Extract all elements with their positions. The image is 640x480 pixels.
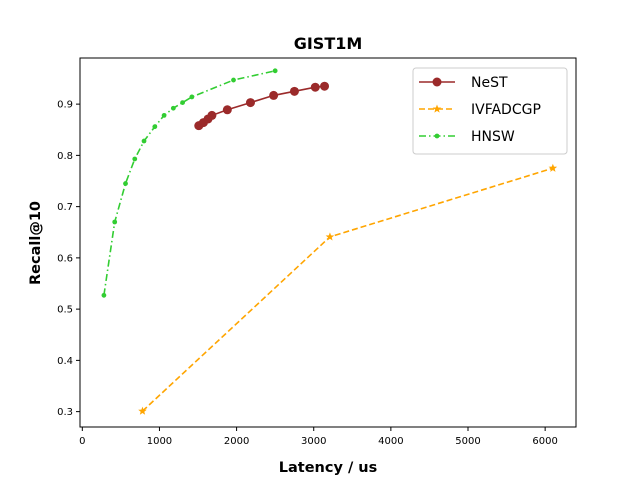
x-tick-label: 2000: [224, 436, 249, 447]
data-point-nest: [289, 86, 299, 96]
data-point-hnsw: [189, 94, 195, 100]
series-line-hnsw: [103, 70, 276, 296]
data-point-hnsw: [152, 124, 158, 130]
data-point-ivfadcgp: [325, 232, 335, 241]
legend-marker-hnsw: [434, 133, 440, 139]
series-nest: [194, 81, 330, 131]
legend: NeST IVFADCGP HNSW: [412, 67, 568, 155]
series-line-nest: [198, 85, 325, 127]
data-point-nest: [310, 82, 320, 92]
legend-marker-ivfadcgp: [432, 104, 442, 113]
data-point-hnsw: [132, 156, 138, 162]
y-tick-label: 0.8: [57, 151, 73, 162]
data-point-nest: [222, 105, 232, 115]
series-line-ivfadcgp: [141, 167, 554, 412]
data-point-hnsw: [180, 100, 185, 105]
series-hnsw: [101, 68, 278, 298]
data-point-hnsw: [231, 77, 236, 83]
x-tick-label: 1000: [147, 436, 172, 447]
plot-frame: [79, 57, 577, 428]
data-point-hnsw: [123, 181, 128, 186]
x-tick-label: 4000: [378, 436, 403, 447]
data-point-nest: [269, 90, 279, 100]
data-point-hnsw: [141, 138, 147, 144]
data-point-nest: [207, 110, 217, 120]
x-axis: 0 1000 2000 3000 4000 5000 6000: [79, 427, 558, 447]
x-axis-title: Latency / us: [279, 460, 378, 476]
y-axis-title: Recall@10: [28, 201, 44, 285]
data-point-hnsw: [101, 292, 107, 298]
y-tick-label: 0.7: [57, 202, 73, 213]
plot-area: [101, 68, 558, 415]
y-tick-label: 0.6: [57, 253, 73, 264]
data-point-ivfadcgp: [548, 163, 558, 172]
data-point-hnsw: [170, 105, 176, 111]
y-axis: 0.3 0.4 0.5 0.6 0.7 0.8 0.9: [57, 100, 80, 418]
legend-label-ivfadcgp: IVFADCGP: [471, 102, 541, 118]
data-point-hnsw: [112, 219, 118, 225]
x-tick-label: 0: [79, 436, 85, 447]
y-tick-label: 0.3: [57, 407, 73, 418]
x-tick-label: 5000: [455, 436, 480, 447]
data-point-hnsw: [272, 68, 278, 74]
y-tick-label: 0.9: [57, 100, 73, 111]
legend-label-nest: NeST: [471, 75, 508, 91]
legend-marker-nest: [432, 77, 442, 87]
y-tick-label: 0.4: [57, 356, 73, 367]
chart-title: GIST1M: [294, 34, 363, 53]
x-tick-label: 6000: [532, 436, 557, 447]
data-point-hnsw: [161, 113, 167, 118]
y-tick-label: 0.5: [57, 305, 73, 316]
x-tick-label: 3000: [301, 436, 326, 447]
legend-label-hnsw: HNSW: [471, 129, 515, 145]
legend-box: [412, 67, 568, 155]
data-point-ivfadcgp: [138, 406, 147, 415]
data-point-nest: [245, 98, 255, 108]
data-point-nest: [320, 81, 330, 91]
series-ivfadcgp: [138, 163, 558, 415]
